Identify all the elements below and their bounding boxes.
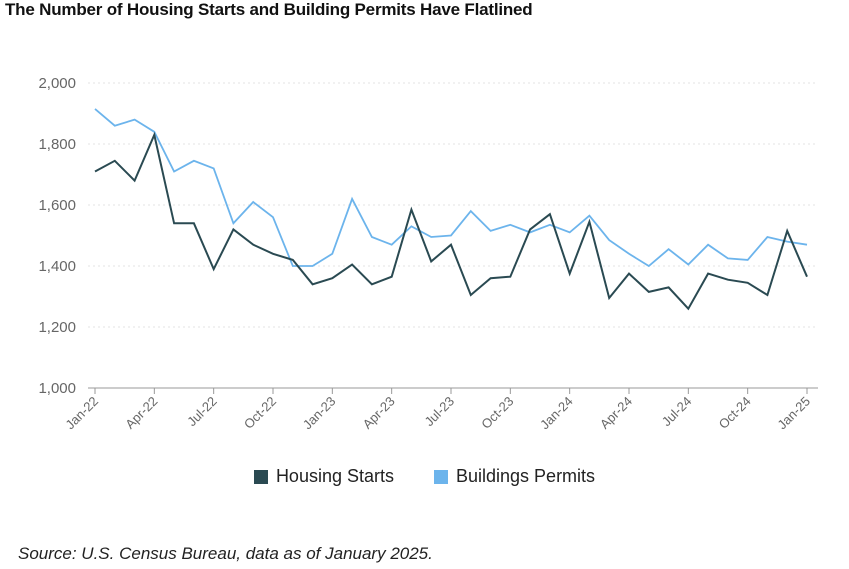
x-tick-label: Apr-24 [597, 394, 635, 432]
y-axis-tick-labels: 1,000 1,200 1,400 1,600 1,800 2,000 [38, 75, 76, 397]
series-line-building-permits [94, 108, 808, 268]
x-tick-label: Apr-23 [360, 394, 398, 432]
series-lines [94, 108, 808, 311]
legend-item-building-permits: Buildings Permits [434, 466, 595, 487]
x-tick-label: Oct-23 [478, 394, 516, 432]
y-tick-label: 2,000 [38, 75, 76, 92]
legend-label-building-permits: Buildings Permits [456, 466, 596, 486]
x-tick-label: Apr-22 [122, 394, 160, 432]
gridlines [88, 82, 818, 328]
x-tick-label: Jan-25 [774, 394, 813, 433]
y-tick-label: 1,400 [38, 258, 76, 275]
legend: Housing Starts Buildings Permits [0, 466, 849, 487]
x-tick-label: Jan-24 [537, 394, 576, 433]
x-tick-label: Oct-24 [716, 394, 754, 432]
chart-title: The Number of Housing Starts and Buildin… [5, 0, 533, 19]
legend-label-housing-starts: Housing Starts [275, 466, 394, 486]
legend-swatch-building-permits [434, 469, 448, 484]
series-line-housing-starts [94, 131, 808, 311]
y-tick-label: 1,800 [38, 136, 76, 153]
x-tick-label: Oct-22 [241, 394, 279, 432]
x-tick-label: Jul-22 [184, 394, 220, 430]
legend-swatch-housing-starts [253, 469, 268, 484]
x-axis-tick-labels: Jan-22 Apr-22 Jul-22 Oct-22 Jan-23 Apr-23 Jul-… [62, 388, 813, 432]
x-tick-label: Jul-23 [421, 394, 457, 430]
y-tick-label: 1,200 [38, 319, 76, 336]
y-tick-label: 1,000 [38, 380, 76, 397]
x-tick-label: Jan-23 [300, 394, 339, 433]
legend-item-housing-starts: Housing Starts [253, 466, 394, 487]
x-tick-label: Jan-22 [62, 394, 101, 433]
y-tick-label: 1,600 [38, 197, 76, 214]
source-note: Source: U.S. Census Bureau, data as of J… [18, 544, 433, 563]
x-tick-label: Jul-24 [659, 394, 695, 430]
